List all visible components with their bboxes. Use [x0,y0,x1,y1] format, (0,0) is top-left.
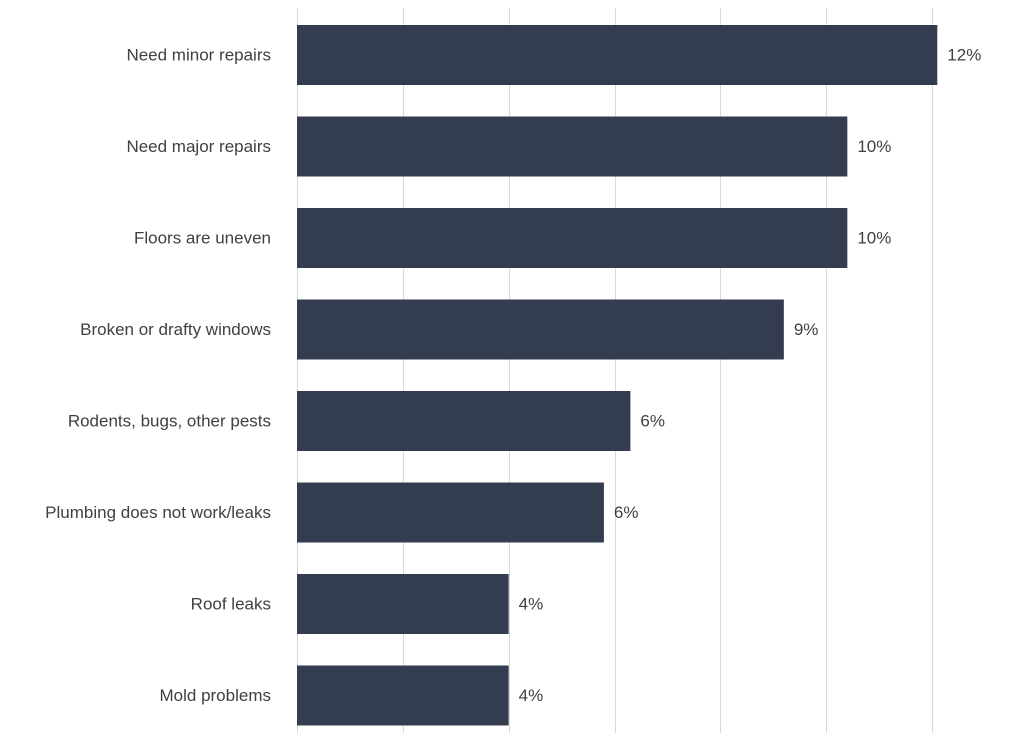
data-label: 10% [857,229,891,248]
bar [297,391,631,451]
data-label: 4% [519,595,544,614]
bar [297,25,938,85]
category-label: Floors are uneven [134,229,271,248]
bar [297,116,848,177]
bar [297,665,509,726]
data-label: 9% [794,320,819,339]
data-label: 6% [640,412,665,431]
value-labels: 12% 10% 10% 9% 6% 6% 4% 4% [519,46,982,706]
bars [297,25,938,726]
bar [297,208,848,268]
bar [297,299,784,360]
bar [297,482,604,543]
data-label: 10% [857,137,891,156]
category-label: Plumbing does not work/leaks [45,503,271,522]
category-label: Need major repairs [126,137,271,156]
data-label: 4% [519,686,544,705]
category-label: Mold problems [160,686,272,705]
category-label: Roof leaks [191,595,271,614]
category-label: Rodents, bugs, other pests [68,412,271,431]
category-label: Broken or drafty windows [80,320,271,339]
data-label: 12% [947,46,981,65]
bar [297,574,509,634]
category-labels: Need minor repairs Need major repairs Floo… [45,46,271,706]
category-label: Need minor repairs [126,46,271,65]
data-label: 6% [614,503,639,522]
